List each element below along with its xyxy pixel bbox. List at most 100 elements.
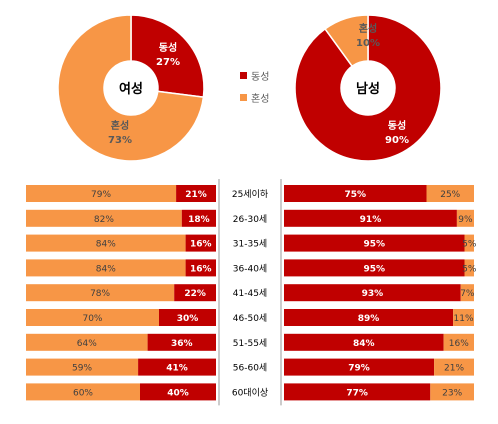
male-donut-slice-1 [324, 14, 369, 68]
male-donut-slice-0 [294, 14, 442, 162]
female-mixed-label-8: 60% [73, 388, 93, 398]
male-same-bar-5 [284, 309, 454, 326]
male-same-bar-2 [284, 234, 465, 252]
male-mixed-bar-1 [456, 209, 474, 227]
female-same-bar-5 [159, 309, 216, 326]
female-mixed-label-7: 59% [72, 364, 92, 374]
male-same-label-6: 84% [353, 339, 375, 349]
age-category-3: 36-40세 [233, 263, 267, 274]
female-donut-slice-0 [130, 14, 205, 98]
age-category-8: 60대이상 [232, 387, 268, 398]
male-mixed-label-0: 25% [440, 190, 460, 200]
female-same-label-7: 41% [166, 364, 188, 374]
female-donut-slice-1 [57, 14, 205, 162]
female-same-label-6: 36% [171, 339, 193, 349]
age-category-4: 41-45세 [233, 288, 267, 299]
female-same-bar-4 [174, 284, 216, 302]
female-mixed-bar-2 [26, 234, 186, 252]
female-mixed-bar-1 [26, 209, 182, 227]
female-mixed-bar-3 [26, 259, 186, 277]
female-mixed-label-0: 79% [91, 190, 111, 200]
male-mixed-bar-7 [434, 358, 474, 376]
male-same-label-7: 79% [348, 364, 370, 374]
male-same-label-8: 77% [346, 388, 368, 398]
age-category-2: 31-35세 [233, 239, 267, 250]
male-same-label-5: 89% [358, 314, 380, 324]
female-mixed-bar-4 [26, 284, 175, 302]
legend-swatch-1 [240, 94, 247, 101]
age-category-6: 51-55세 [233, 338, 267, 349]
male-donut-slice-label-0: 90% [385, 135, 409, 146]
legend-label-1: 혼성 [251, 92, 269, 105]
male-same-bar-4 [284, 284, 461, 302]
female-same-label-1: 18% [188, 215, 210, 225]
male-same-label-1: 91% [360, 215, 382, 225]
male-mixed-label-1: 9% [458, 215, 473, 225]
female-mixed-label-2: 84% [96, 240, 116, 250]
male-mixed-bar-8 [430, 383, 474, 401]
female-same-bar-2 [185, 234, 216, 252]
male-donut-slice-name-0: 동성 [388, 119, 406, 132]
female-mixed-label-6: 64% [77, 339, 97, 349]
male-same-bar-3 [284, 259, 465, 277]
female-same-bar-1 [181, 209, 216, 227]
male-mixed-bar-2 [464, 234, 474, 252]
male-mixed-label-4: 7% [460, 289, 475, 299]
male-same-label-4: 93% [362, 289, 384, 299]
female-mixed-label-4: 78% [90, 289, 110, 299]
male-mixed-label-6: 16% [449, 339, 469, 349]
female-mixed-label-5: 70% [82, 314, 102, 324]
female-same-label-3: 16% [190, 264, 212, 274]
female-same-label-8: 40% [167, 388, 189, 398]
age-category-1: 26-30세 [233, 214, 267, 225]
male-same-bar-6 [284, 333, 444, 351]
male-mixed-label-7: 21% [444, 364, 464, 374]
male-same-label-2: 95% [363, 240, 385, 250]
male-same-bar-7 [284, 358, 435, 376]
female-same-label-5: 30% [177, 314, 199, 324]
male-mixed-label-3: 5% [462, 264, 477, 274]
female-mixed-bar-8 [26, 383, 140, 401]
male-mixed-label-2: 5% [462, 240, 477, 250]
male-donut-slice-name-1: 혼성 [359, 22, 377, 35]
female-donut-center-label: 여성 [119, 81, 143, 97]
female-mixed-label-1: 82% [94, 215, 114, 225]
male-mixed-label-8: 23% [442, 388, 462, 398]
female-same-bar-7 [138, 358, 216, 376]
male-mixed-bar-5 [453, 309, 474, 326]
male-mixed-label-5: 11% [454, 314, 474, 324]
male-same-bar-8 [284, 383, 431, 401]
female-donut-slice-name-1: 혼성 [111, 119, 129, 132]
male-mixed-bar-3 [464, 259, 474, 277]
male-same-bar-0 [284, 185, 427, 202]
female-donut-slice-label-0: 27% [156, 57, 180, 68]
female-same-label-2: 16% [190, 240, 212, 250]
age-category-0: 25세이하 [232, 189, 269, 200]
male-donut-center-label: 남성 [356, 81, 380, 97]
male-donut-slice-label-1: 10% [356, 38, 380, 49]
female-donut-slice-name-0: 동성 [159, 41, 177, 54]
female-mixed-bar-6 [26, 333, 148, 351]
legend-swatch-0 [240, 72, 247, 79]
female-mixed-bar-7 [26, 358, 139, 376]
female-same-label-4: 22% [184, 289, 206, 299]
female-same-bar-8 [140, 383, 216, 401]
age-category-5: 46-50세 [233, 313, 267, 324]
male-same-label-0: 75% [344, 190, 366, 200]
age-category-7: 56-60세 [233, 363, 267, 374]
female-same-bar-6 [147, 333, 216, 351]
female-same-label-0: 21% [185, 190, 207, 200]
female-mixed-bar-5 [26, 309, 159, 326]
female-donut-slice-label-1: 73% [108, 135, 132, 146]
female-same-bar-3 [185, 259, 216, 277]
legend-label-0: 동성 [251, 71, 269, 83]
female-same-bar-0 [176, 185, 216, 202]
male-same-label-3: 95% [363, 264, 385, 274]
male-mixed-bar-0 [426, 185, 474, 202]
male-same-bar-1 [284, 209, 457, 227]
male-mixed-bar-6 [443, 333, 474, 351]
female-mixed-label-3: 84% [96, 264, 116, 274]
female-mixed-bar-0 [26, 185, 177, 202]
male-mixed-bar-4 [460, 284, 474, 302]
